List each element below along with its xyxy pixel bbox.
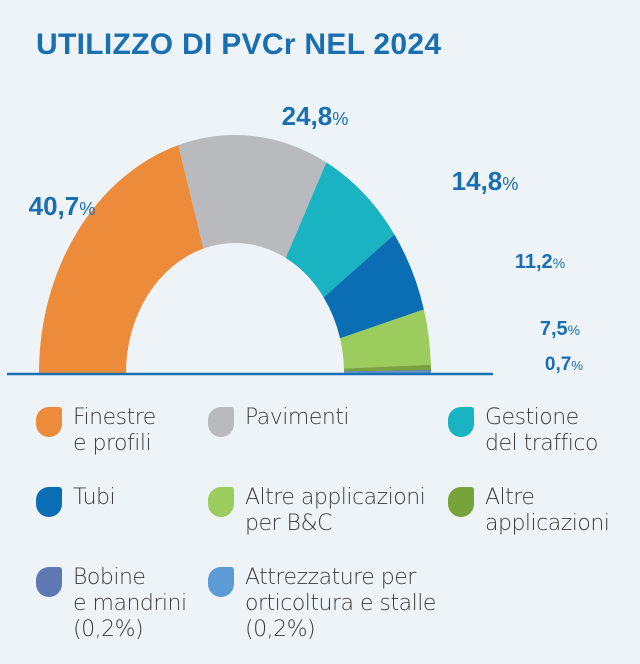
legend-label: Altre applicazioni bbox=[485, 485, 610, 537]
legend-label-line: Pavimenti bbox=[245, 405, 350, 430]
data-label: 0,7% bbox=[545, 354, 583, 375]
legend-label: Gestione del traffico bbox=[485, 405, 598, 457]
legend-item: Bobine e mandrini (0,2%) bbox=[36, 565, 187, 643]
legend-swatch-icon bbox=[208, 407, 234, 437]
data-label: 7,5% bbox=[540, 318, 580, 340]
half-donut-chart: 40,7% 24,8% 14,8% 11,2% 7,5% 0,7% bbox=[7, 101, 583, 376]
legend-swatch-icon bbox=[208, 567, 234, 597]
legend-label-line: applicazioni bbox=[485, 511, 610, 536]
legend-label-line: Gestione bbox=[485, 405, 579, 430]
legend-label: Tubi bbox=[73, 485, 116, 511]
slice-gestione-del-traffico bbox=[285, 162, 395, 298]
legend-label-line: del traffico bbox=[485, 431, 598, 456]
legend-swatch-icon bbox=[208, 487, 234, 517]
chart-title: UTILIZZO DI PVCr NEL 2024 bbox=[36, 28, 442, 61]
legend-swatch-icon bbox=[448, 407, 474, 437]
data-label: 14,8% bbox=[452, 166, 519, 196]
legend-item: Altre applicazioni bbox=[448, 485, 610, 537]
slice-finestre-e-profili bbox=[39, 145, 204, 373]
legend-label-line: e mandrini bbox=[73, 591, 187, 616]
slice-altre-applicazioni-per-b-c bbox=[340, 309, 431, 369]
legend-item: Tubi bbox=[36, 485, 116, 517]
legend-label-line: Altre bbox=[485, 485, 535, 510]
legend-label-line: (0,2%) bbox=[73, 617, 144, 642]
legend-label-line: (0,2%) bbox=[245, 617, 316, 642]
legend-label: Bobine e mandrini (0,2%) bbox=[73, 565, 187, 643]
slice-bobine-e-mandrini bbox=[343, 370, 431, 373]
legend-label: Attrezzature per orticoltura e stalle (0,2… bbox=[245, 565, 436, 643]
slice-attrezzature-per-orticoltura-e-stalle bbox=[343, 371, 431, 373]
legend-item: Gestione del traffico bbox=[448, 405, 598, 457]
legend-label-line: Finestre bbox=[73, 405, 156, 430]
legend-swatch-icon bbox=[36, 487, 62, 517]
legend-label-line: e profili bbox=[73, 431, 152, 456]
legend-swatch-icon bbox=[36, 567, 62, 597]
legend-label-line: Bobine bbox=[73, 565, 146, 590]
legend-label: Finestre e profili bbox=[73, 405, 156, 457]
slice-pavimenti bbox=[178, 135, 327, 258]
data-label: 24,8% bbox=[282, 101, 349, 131]
legend-item: Attrezzature per orticoltura e stalle (0,2… bbox=[208, 565, 436, 643]
legend-item: Altre applicazioni per B&C bbox=[208, 485, 426, 537]
legend-label-line: Attrezzature per bbox=[245, 565, 416, 590]
slice-altre-applicazioni bbox=[343, 364, 431, 372]
legend-label-line: per B&C bbox=[245, 511, 332, 536]
legend-label-line: orticoltura e stalle bbox=[245, 591, 436, 616]
legend-label-line: Tubi bbox=[73, 485, 116, 510]
legend-item: Pavimenti bbox=[208, 405, 350, 437]
legend-item: Finestre e profili bbox=[36, 405, 156, 457]
legend-swatch-icon bbox=[36, 407, 62, 437]
legend-swatch-icon bbox=[448, 487, 474, 517]
data-label: 40,7% bbox=[29, 191, 96, 221]
legend-label-line: Altre applicazioni bbox=[245, 485, 426, 510]
legend-label: Altre applicazioni per B&C bbox=[245, 485, 426, 537]
data-label: 11,2% bbox=[515, 251, 565, 273]
legend-label: Pavimenti bbox=[245, 405, 350, 431]
slice-tubi bbox=[323, 234, 424, 339]
